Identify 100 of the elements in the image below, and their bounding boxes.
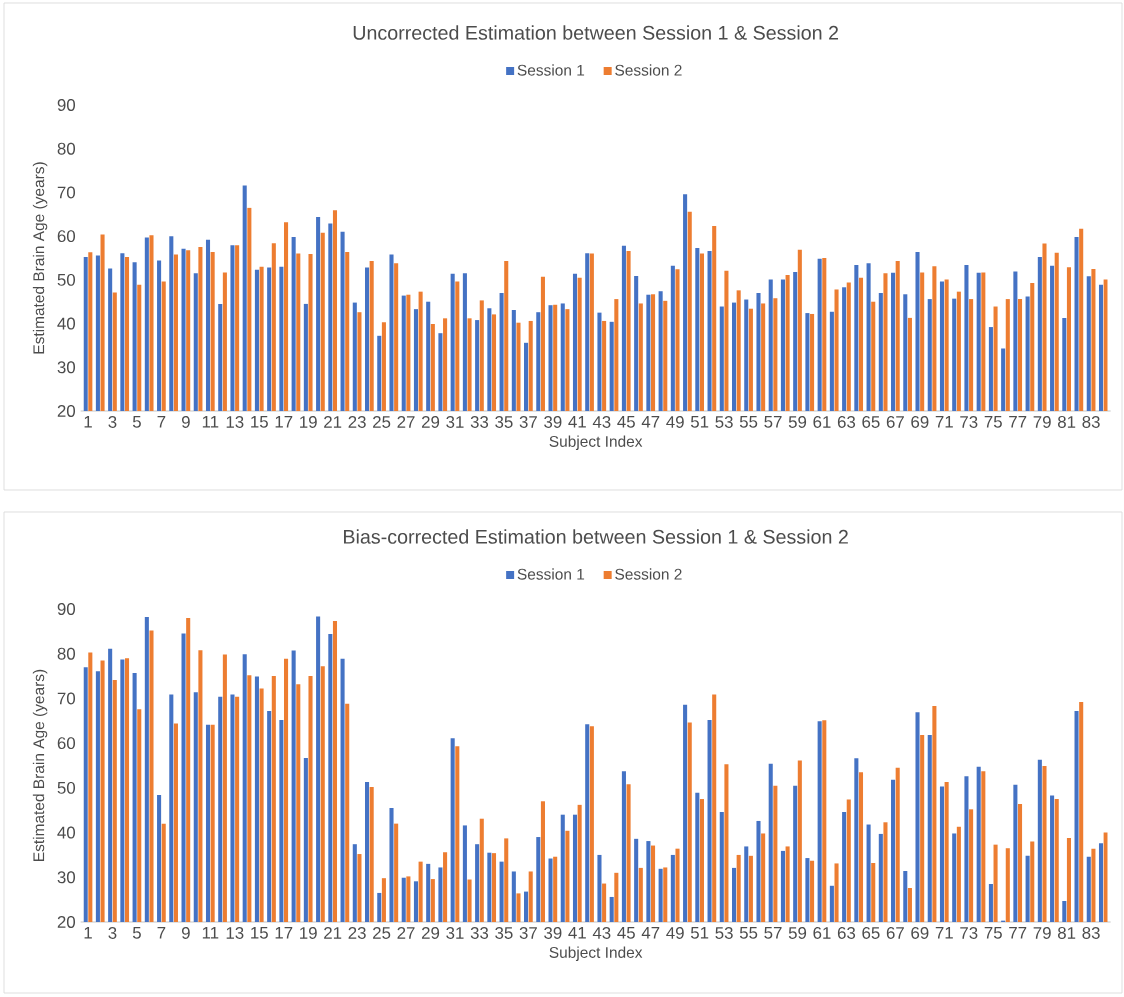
- x-tick-label: 77: [1009, 926, 1027, 939]
- x-tick-label: 83: [1082, 415, 1100, 428]
- legend-label: Session 1: [517, 64, 585, 76]
- x-tick-label: 25: [373, 926, 391, 939]
- x-tick-label: 45: [617, 926, 635, 939]
- x-tick-label: 37: [519, 926, 537, 939]
- x-tick-label: 5: [132, 415, 141, 428]
- x-tick-label: 35: [495, 926, 513, 939]
- x-tick-label: 13: [226, 926, 244, 939]
- x-tick-label: 19: [300, 415, 317, 428]
- x-tick-label: 67: [886, 415, 904, 428]
- x-tick-label: 29: [421, 926, 440, 939]
- y-axis-title: Estimated Brain Age (years): [32, 669, 48, 861]
- x-tick-label: 35: [495, 415, 513, 428]
- x-tick-label: 3: [108, 926, 117, 939]
- x-axis-title: Subject Index: [549, 946, 643, 961]
- legend-label: Session 2: [615, 64, 682, 76]
- x-tick-label: 51: [690, 415, 709, 428]
- x-tick-label: 7: [157, 926, 166, 939]
- y-tick-label: 90: [57, 603, 76, 615]
- x-tick-label: 23: [348, 926, 366, 939]
- x-tick-label: 59: [788, 415, 807, 428]
- x-tick-label: 5: [132, 926, 141, 939]
- x-tick-label: 83: [1082, 926, 1100, 939]
- x-tick-label: 45: [617, 415, 635, 428]
- x-tick-label: 75: [984, 415, 1002, 428]
- chart-title: Bias-corrected Estimation between Session 1 & Session 2: [344, 529, 848, 544]
- x-tick-label: 61: [813, 926, 831, 939]
- x-tick-label: 57: [764, 926, 782, 939]
- y-tick-label: 80: [57, 142, 76, 155]
- x-tick-label: 39: [544, 926, 562, 939]
- x-tick-label: 51: [690, 926, 709, 939]
- legend-label: Session 1: [517, 568, 585, 580]
- x-tick-label: 79: [1033, 415, 1051, 428]
- y-tick-label: 50: [57, 273, 76, 286]
- x-tick-label: 33: [470, 926, 489, 939]
- x-tick-label: 53: [715, 415, 733, 428]
- y-tick-label: 30: [57, 361, 76, 374]
- x-tick-label: 39: [544, 415, 562, 428]
- x-tick-label: 29: [421, 415, 440, 428]
- x-tick-label: 73: [960, 926, 978, 939]
- x-tick-label: 79: [1033, 926, 1051, 939]
- x-tick-label: 53: [715, 926, 733, 939]
- y-tick-label: 60: [57, 230, 76, 243]
- x-tick-label: 55: [739, 926, 758, 939]
- x-tick-label: 71: [935, 415, 953, 428]
- y-tick-label: 70: [57, 186, 76, 199]
- x-tick-label: 1: [84, 926, 92, 939]
- x-tick-label: 7: [157, 415, 166, 428]
- legend-label: Session 2: [615, 568, 682, 580]
- x-tick-label: 49: [666, 415, 684, 428]
- x-tick-label: 43: [592, 415, 611, 428]
- x-tick-label: 21: [324, 926, 342, 939]
- x-tick-label: 15: [251, 415, 268, 428]
- y-tick-label: 50: [57, 781, 76, 794]
- x-tick-label: 3: [108, 415, 117, 428]
- x-tick-label: 65: [862, 415, 880, 428]
- x-tick-label: 31: [446, 926, 464, 939]
- x-tick-label: 47: [641, 415, 660, 428]
- x-tick-label: 31: [446, 415, 464, 428]
- x-tick-label: 33: [470, 415, 489, 428]
- x-tick-label: 47: [641, 926, 660, 939]
- x-tick-label: 71: [935, 926, 953, 939]
- x-tick-label: 27: [397, 926, 415, 939]
- x-tick-label: 25: [373, 415, 391, 428]
- chart-title: Uncorrected Estimation between Session 1 & Session 2: [353, 25, 839, 40]
- x-tick-label: 1: [84, 415, 92, 428]
- x-tick-label: 65: [862, 926, 880, 939]
- x-tick-label: 11: [202, 415, 219, 428]
- x-tick-label: 41: [568, 926, 586, 939]
- x-tick-label: 41: [568, 415, 586, 428]
- y-tick-label: 30: [57, 871, 76, 884]
- x-tick-label: 43: [592, 926, 611, 939]
- x-tick-label: 17: [275, 415, 293, 428]
- x-tick-label: 69: [911, 415, 929, 428]
- x-tick-label: 75: [984, 926, 1002, 939]
- x-tick-label: 27: [397, 415, 415, 428]
- x-tick-label: 61: [813, 415, 831, 428]
- x-tick-label: 11: [202, 926, 219, 939]
- y-tick-label: 60: [57, 737, 76, 750]
- x-tick-label: 37: [519, 415, 537, 428]
- x-tick-label: 69: [911, 926, 929, 939]
- x-tick-label: 77: [1009, 415, 1027, 428]
- y-tick-label: 40: [57, 826, 76, 839]
- x-tick-label: 57: [764, 415, 782, 428]
- x-tick-label: 9: [181, 415, 190, 428]
- y-tick-label: 20: [57, 916, 76, 928]
- x-tick-label: 21: [324, 415, 342, 428]
- x-tick-label: 81: [1057, 415, 1076, 428]
- y-tick-label: 20: [57, 405, 76, 417]
- x-tick-label: 81: [1057, 926, 1076, 939]
- x-tick-label: 13: [226, 415, 244, 428]
- x-tick-label: 15: [251, 926, 268, 939]
- x-tick-label: 63: [837, 926, 856, 939]
- x-tick-label: 23: [348, 415, 366, 428]
- y-tick-label: 80: [57, 647, 76, 660]
- x-tick-label: 9: [181, 926, 190, 939]
- x-axis-title: Subject Index: [549, 435, 643, 450]
- y-tick-label: 90: [57, 99, 76, 111]
- y-tick-label: 70: [57, 692, 76, 705]
